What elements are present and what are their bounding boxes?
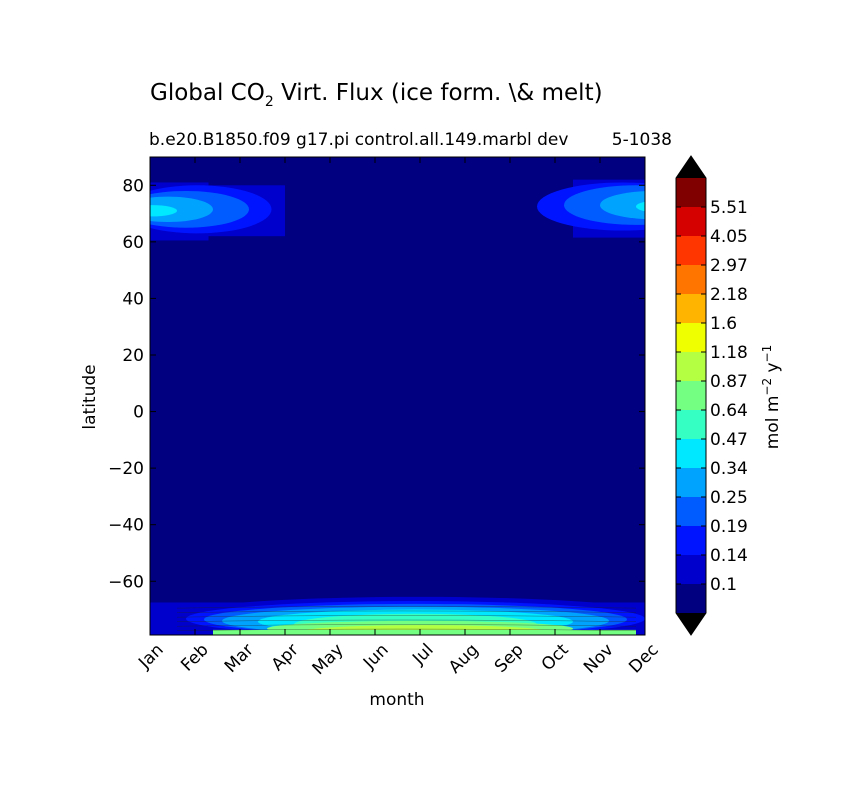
colorbar-tick-label: 0.1 — [710, 575, 737, 595]
contour-line — [176, 606, 637, 609]
contour-layer — [150, 179, 645, 635]
colorbar-swatch — [676, 178, 706, 207]
south-region — [213, 629, 636, 635]
chart-subtitle-suffix: 5-1038 — [612, 130, 672, 150]
plot-frame — [149, 156, 646, 636]
colorbar-swatch — [676, 555, 706, 584]
chart-title: Global CO2 Virt. Flux (ice form. \& melt… — [150, 80, 603, 110]
x-tick-label: Jul — [408, 640, 437, 669]
x-tick-label: May — [309, 640, 348, 679]
contour-line — [176, 628, 637, 632]
colorbar-swatch — [676, 381, 706, 410]
x-tick-label: Mar — [221, 640, 258, 677]
colorbar-swatch — [676, 410, 706, 439]
y-tick-label: −60 — [108, 572, 144, 592]
colorbar-label: mol m−2 y−1 — [760, 345, 783, 450]
y-axis: 80 60 40 20 0 −20 −40 −60 — [108, 176, 645, 592]
north-region-left — [150, 196, 213, 223]
colorbar-outline — [675, 155, 707, 636]
x-tick-label: Feb — [177, 640, 212, 675]
colorbar-swatch — [676, 236, 706, 265]
colorbar-tick-label: 5.51 — [710, 198, 748, 218]
y-tick-label: 20 — [122, 346, 144, 366]
colorbar-under-triangle — [676, 613, 706, 635]
y-tick-label: 0 — [133, 403, 144, 423]
x-tick-label: Dec — [625, 640, 662, 677]
colorbar-swatch — [676, 352, 706, 381]
contour-line — [176, 624, 637, 627]
y-tick-label: −20 — [108, 459, 144, 479]
y-tick-label: 60 — [122, 233, 144, 253]
colorbar: 0.1 0.14 0.19 0.25 0.34 0.47 0.64 0.87 1.18 1.6 2.… — [675, 155, 748, 636]
north-region-right — [600, 191, 645, 220]
colorbar-swatch — [676, 323, 706, 352]
x-tick-label: Jan — [134, 640, 167, 673]
colorbar-tick-label: 0.64 — [710, 401, 748, 421]
colorbar-tick-label: 2.18 — [710, 285, 748, 305]
colorbar-tick-label: 0.47 — [710, 430, 748, 450]
colorbar-tick-label: 0.19 — [710, 517, 748, 537]
colorbar-tick-label: 0.87 — [710, 372, 748, 392]
y-tick-label: 80 — [122, 176, 144, 196]
colorbar-swatch — [676, 207, 706, 236]
colorbar-tick-label: 4.05 — [710, 227, 748, 247]
colorbar-swatch — [676, 468, 706, 497]
colorbar-tick-label: 0.25 — [710, 488, 748, 508]
x-tick-label: Aug — [445, 640, 483, 678]
contour-line — [176, 615, 637, 618]
colorbar-tick-label: 1.6 — [710, 314, 737, 334]
colorbar-swatch — [676, 584, 706, 613]
x-tick-label: Nov — [580, 640, 618, 678]
y-tick-label: 40 — [122, 289, 144, 309]
colorbar-swatch — [676, 265, 706, 294]
colorbar-swatch — [676, 526, 706, 555]
x-axis-label: month — [369, 690, 424, 710]
colorbar-over-triangle — [676, 156, 706, 178]
x-tick-label: Apr — [268, 640, 303, 675]
colorbar-swatch — [676, 497, 706, 526]
plot-area — [149, 156, 646, 636]
colorbar-swatch — [676, 294, 706, 323]
chart-subtitle: b.e20.B1850.f09 g17.pi control.all.149.m… — [149, 130, 568, 150]
colorbar-swatch — [676, 439, 706, 468]
x-tick-label: Oct — [538, 640, 573, 675]
north-region-left — [150, 205, 177, 217]
colorbar-tick-label: 0.14 — [710, 546, 748, 566]
y-tick-label: −40 — [108, 516, 144, 536]
y-axis-label: latitude — [80, 364, 100, 429]
contour-line — [176, 619, 637, 622]
contour-line — [176, 610, 637, 613]
x-tick-label: Jun — [359, 640, 393, 674]
colorbar-tick-label: 1.18 — [710, 343, 748, 363]
north-region-right — [636, 201, 645, 212]
x-tick-label: Sep — [491, 640, 528, 677]
plot-background — [150, 157, 645, 635]
colorbar-tick-label: 0.34 — [710, 459, 748, 479]
colorbar-tick-label: 2.97 — [710, 256, 748, 276]
